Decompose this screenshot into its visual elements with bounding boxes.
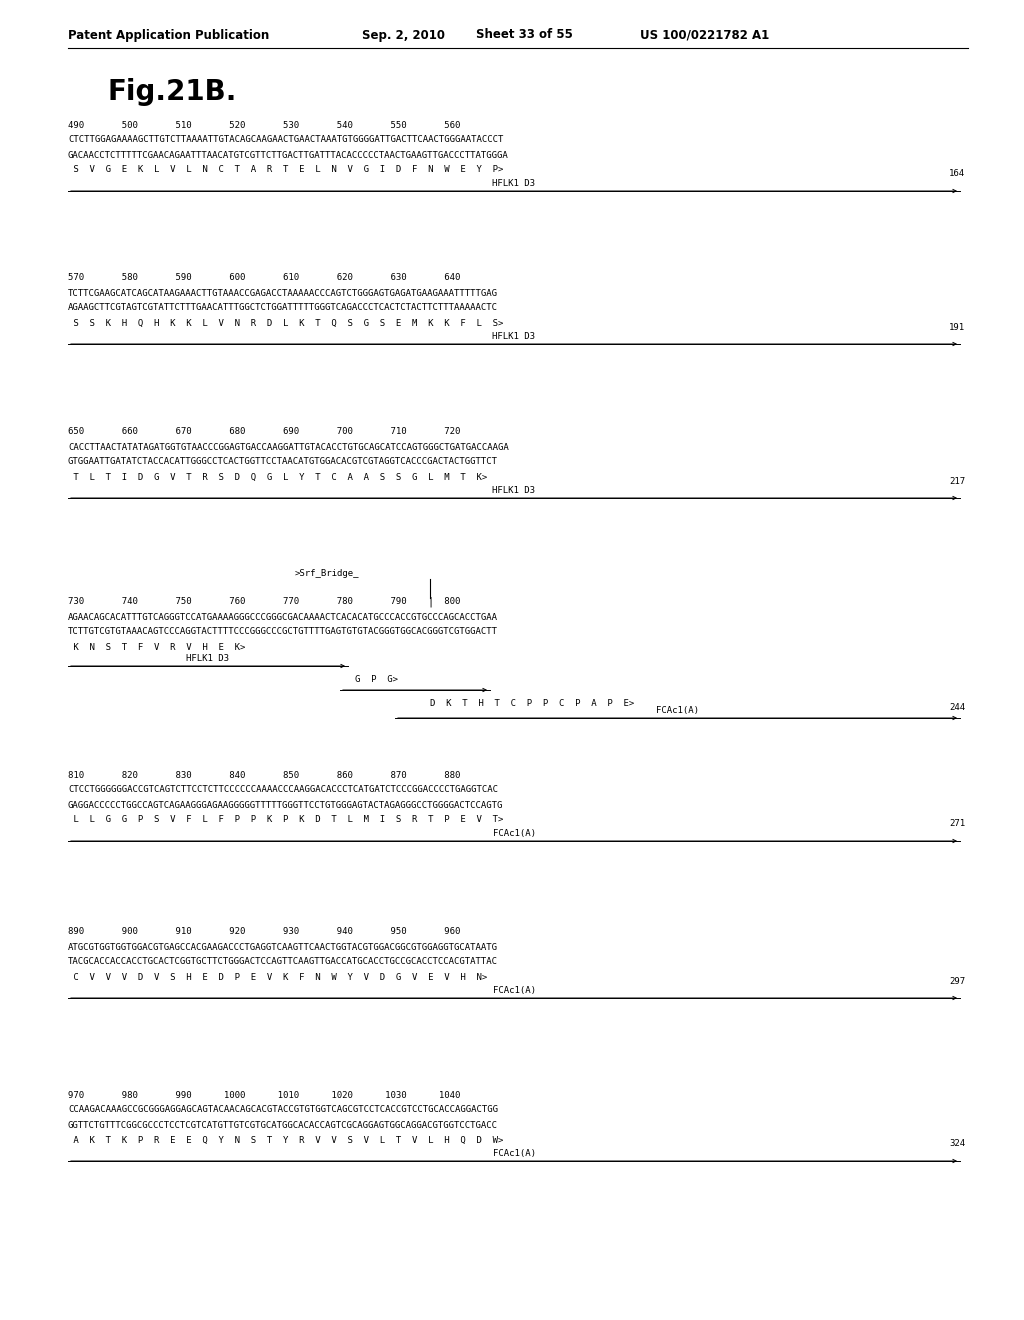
Text: >Srf_Bridge_: >Srf_Bridge_ xyxy=(295,569,359,578)
Text: HFLK1 D3: HFLK1 D3 xyxy=(493,333,536,341)
Text: 271: 271 xyxy=(949,820,965,829)
Text: FCAc1(A): FCAc1(A) xyxy=(493,986,536,995)
Text: 810       820       830       840       850       860       870       880: 810 820 830 840 850 860 870 880 xyxy=(68,771,461,780)
Text: A  K  T  K  P  R  E  E  Q  Y  N  S  T  Y  R  V  V  S  V  L  T  V  L  H  Q  D  W>: A K T K P R E E Q Y N S T Y R V V S V L … xyxy=(68,1135,504,1144)
Text: 490       500       510       520       530       540       550       560: 490 500 510 520 530 540 550 560 xyxy=(68,120,461,129)
Text: K  N  S  T  F  V  R  V  H  E  K>: K N S T F V R V H E K> xyxy=(68,643,246,652)
Text: 324: 324 xyxy=(949,1139,965,1148)
Text: FCAc1(A): FCAc1(A) xyxy=(493,1148,536,1158)
Text: 217: 217 xyxy=(949,477,965,486)
Text: Fig.21B.: Fig.21B. xyxy=(108,78,238,106)
Text: FCAc1(A): FCAc1(A) xyxy=(493,829,536,838)
Text: HFLK1 D3: HFLK1 D3 xyxy=(493,486,536,495)
Text: 164: 164 xyxy=(949,169,965,178)
Text: AGAACAGCACATTTGTCAGGGTCCATGAAAAGGGCCCGGGCGACAAAACTCACACATGCCCACCGTGCCCAGCACCTGAA: AGAACAGCACATTTGTCAGGGTCCATGAAAAGGGCCCGGG… xyxy=(68,612,498,622)
Text: GTGGAATTGATATCTACCACATTGGGCCTCACTGGTTCCTAACATGTGGACACGTCGTAGGTCACCCGACTACTGGTTCT: GTGGAATTGATATCTACCACATTGGGCCTCACTGGTTCCT… xyxy=(68,458,498,466)
Text: GAGGACCCCCTGGCCAGTCAGAAGGGAGAAGGGGGTTTTTGGGTTCCTGTGGGAGTACTAGAGGGCCTGGGGACTCCAGT: GAGGACCCCCTGGCCAGTCAGAAGGGAGAAGGGGGTTTTT… xyxy=(68,800,504,809)
Text: HFLK1 D3: HFLK1 D3 xyxy=(493,180,536,187)
Text: 244: 244 xyxy=(949,704,965,713)
Text: GGTTCTGTTTCGGCGCCCTCCTCGTCATGTTGTCGTGCATGGCACACCAGTCGCAGGAGTGGCAGGACGTGGTCCTGACC: GGTTCTGTTTCGGCGCCCTCCTCGTCATGTTGTCGTGCAT… xyxy=(68,1121,498,1130)
Text: S  S  K  H  Q  H  K  K  L  V  N  R  D  L  K  T  Q  S  G  S  E  M  K  K  F  L  S>: S S K H Q H K K L V N R D L K T Q S G S … xyxy=(68,318,504,327)
Text: Patent Application Publication: Patent Application Publication xyxy=(68,29,269,41)
Text: C  V  V  V  D  V  S  H  E  D  P  E  V  K  F  N  W  Y  V  D  G  V  E  V  H  N>: C V V V D V S H E D P E V K F N W Y V D … xyxy=(68,973,487,982)
Text: CTCCTGGGGGGACCGTCAGTCTTCCTCTTCCCCCCAAAACCCAAGGACACCCTCATGATCTCCCGGACCCCTGAGGTCAC: CTCCTGGGGGGACCGTCAGTCTTCCTCTTCCCCCCAAAAC… xyxy=(68,785,498,795)
Text: CCAAGACAAAGCCGCGGGAGGAGCAGTACAACAGCACGTACCGTGTGGTCAGCGTCCTCACCGTCCTGCACCAGGACTGG: CCAAGACAAAGCCGCGGGAGGAGCAGTACAACAGCACGTA… xyxy=(68,1106,498,1114)
Text: US 100/0221782 A1: US 100/0221782 A1 xyxy=(640,29,769,41)
Text: 297: 297 xyxy=(949,977,965,986)
Text: FCAc1(A): FCAc1(A) xyxy=(656,706,699,715)
Text: TCTTCGAAGCATCAGCATAAGAAACTTGTAAACCGAGACCTAAAAACCCAGTCTGGGAGTGAGATGAAGAAATTTTTGAG: TCTTCGAAGCATCAGCATAAGAAACTTGTAAACCGAGACC… xyxy=(68,289,498,297)
Text: T  L  T  I  D  G  V  T  R  S  D  Q  G  L  Y  T  C  A  A  S  S  G  L  M  T  K>: T L T I D G V T R S D Q G L Y T C A A S … xyxy=(68,473,487,482)
Text: AGAAGCTTCGTAGTCGTATTCTTTGAACATTTGGCTCTGGATTTTTGGGTCAGACCCTCACTCTACTTCTTTAAAAACTC: AGAAGCTTCGTAGTCGTATTCTTTGAACATTTGGCTCTGG… xyxy=(68,304,498,313)
Text: 730       740       750       760       770       780       790       800: 730 740 750 760 770 780 790 800 xyxy=(68,598,461,606)
Text: CTCTTGGAGAAAAGCTTGTCTTAAAATTGTACAGCAAGAACTGAACTAAATGTGGGGATTGACTTCAACTGGGAATACCC: CTCTTGGAGAAAAGCTTGTCTTAAAATTGTACAGCAAGAA… xyxy=(68,136,504,144)
Text: G  P  G>: G P G> xyxy=(355,675,398,684)
Text: 890       900       910       920       930       940       950       960: 890 900 910 920 930 940 950 960 xyxy=(68,928,461,936)
Text: 970       980       990      1000      1010      1020      1030      1040: 970 980 990 1000 1010 1020 1030 1040 xyxy=(68,1090,461,1100)
Text: 191: 191 xyxy=(949,322,965,331)
Text: ATGCGTGGTGGTGGACGTGAGCCACGAAGACCCTGAGGTCAAGTTCAACTGGTACGTGGACGGCGTGGAGGTGCATAATG: ATGCGTGGTGGTGGACGTGAGCCACGAAGACCCTGAGGTC… xyxy=(68,942,498,952)
Text: D  K  T  H  T  C  P  P  C  P  A  P  E>: D K T H T C P P C P A P E> xyxy=(430,698,634,708)
Text: 570       580       590       600       610       620       630       640: 570 580 590 600 610 620 630 640 xyxy=(68,273,461,282)
Text: Sep. 2, 2010: Sep. 2, 2010 xyxy=(362,29,445,41)
Text: S  V  G  E  K  L  V  L  N  C  T  A  R  T  E  L  N  V  G  I  D  F  N  W  E  Y  P>: S V G E K L V L N C T A R T E L N V G I … xyxy=(68,165,504,174)
Text: CACCTTAACTATATAGATGGTGTAACCCGGAGTGACCAAGGATTGTACACCTGTGCAGCATCCAGTGGGCTGATGACCAA: CACCTTAACTATATAGATGGTGTAACCCGGAGTGACCAAG… xyxy=(68,442,509,451)
Text: 650       660       670       680       690       700       710       720: 650 660 670 680 690 700 710 720 xyxy=(68,428,461,437)
Text: HFLK1 D3: HFLK1 D3 xyxy=(186,653,229,663)
Text: Sheet 33 of 55: Sheet 33 of 55 xyxy=(476,29,572,41)
Text: |: | xyxy=(427,597,433,607)
Text: L  L  G  G  P  S  V  F  L  F  P  P  K  P  K  D  T  L  M  I  S  R  T  P  E  V  T>: L L G G P S V F L F P P K P K D T L M I … xyxy=(68,816,504,825)
Text: GACAACCTCTTTTTCGAACAGAATTTAACATGTCGTTCTTGACTTGATTTACACCCCCTAACTGAAGTTGACCCTTATGG: GACAACCTCTTTTTCGAACAGAATTTAACATGTCGTTCTT… xyxy=(68,150,509,160)
Text: TCTTGTCGTGTAAACAGTCCCAGGTACTTTTCCCGGGCCCGCTGTTTTGAGTGTGTACGGGTGGCACGGGTCGTGGACTT: TCTTGTCGTGTAAACAGTCCCAGGTACTTTTCCCGGGCCC… xyxy=(68,627,498,636)
Text: TACGCACCACCACCTGCACTCGGTGCTTCTGGGACTCCAGTTCAAGTTGACCATGCACCTGCCGCACCTCCACGTATTAC: TACGCACCACCACCTGCACTCGGTGCTTCTGGGACTCCAG… xyxy=(68,957,498,966)
